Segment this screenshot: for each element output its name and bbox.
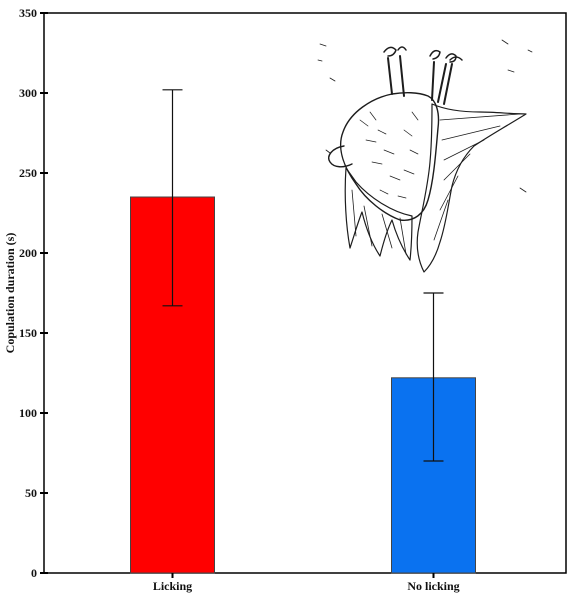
y-tick-label-0: 0 — [31, 566, 37, 580]
error-bar-licking — [162, 89, 183, 307]
bars — [130, 89, 476, 574]
y-axis: 0 50 100 150 200 250 300 350 — [19, 6, 48, 580]
error-bar-no-licking — [423, 292, 444, 462]
y-tick-label-200: 200 — [19, 246, 37, 260]
hanging-bat-sketch-icon — [317, 39, 533, 273]
x-axis: Licking No licking — [153, 573, 460, 593]
y-tick-label-250: 250 — [19, 166, 37, 180]
plot-frame — [43, 12, 567, 574]
x-tick-label-licking: Licking — [153, 579, 192, 593]
y-tick-label-100: 100 — [19, 406, 37, 420]
y-tick-label-150: 150 — [19, 326, 37, 340]
y-axis-title: Copulation duration (s) — [3, 233, 17, 354]
x-tick-label-no-licking: No licking — [407, 579, 459, 593]
y-tick-label-350: 350 — [19, 6, 37, 20]
y-tick-label-50: 50 — [25, 486, 37, 500]
y-tick-label-300: 300 — [19, 86, 37, 100]
